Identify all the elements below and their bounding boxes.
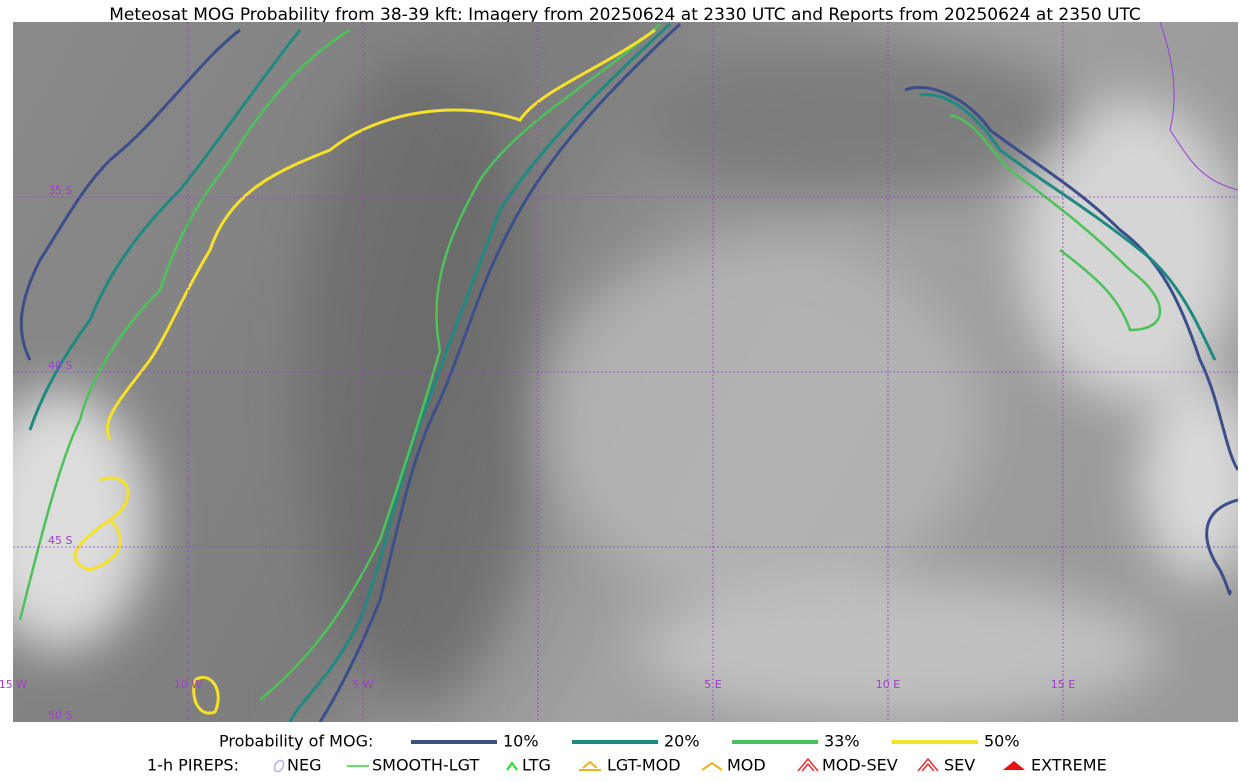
lat-label: 40 S (48, 359, 72, 372)
lon-label: 15 E (1051, 678, 1075, 691)
lat-label: 35 S (48, 184, 72, 197)
legend-entry: MOD (727, 756, 766, 775)
icon-shape (506, 761, 518, 771)
icon-shape (701, 761, 723, 771)
map (13, 22, 1238, 722)
legend-entry: SMOOTH-LGT (372, 756, 479, 775)
lat-label: 50 S (48, 709, 72, 722)
pirep-icon (701, 761, 723, 771)
legend-entry: SEV (944, 756, 975, 775)
pirep-icon (797, 757, 819, 772)
icon-shape (797, 757, 819, 772)
geo-labels: 35 S 40 S 45 S 50 S 15 W 10 W 5 W 5 E 10 E 15 E (0, 184, 1075, 722)
legend-entry: EXTREME (1031, 756, 1107, 775)
icon-shape (1003, 761, 1025, 770)
legend-entry: LTG (522, 756, 551, 775)
graticule (13, 22, 1238, 722)
legend-entry: 20% (664, 732, 700, 751)
pirep-icon (273, 759, 285, 773)
pirep-icon (506, 761, 518, 771)
legend-entry: 33% (824, 732, 860, 751)
pirep-icon (917, 757, 939, 772)
pirep-icon (1003, 761, 1025, 770)
legend-entry: LGT-MOD (607, 756, 681, 775)
legend-label: 1-h PIREPS: (147, 756, 239, 775)
legend-entry: NEG (287, 756, 321, 775)
pirep-icon (579, 760, 601, 771)
legend-label: Probability of MOG: (219, 732, 373, 751)
icon-shape (273, 759, 285, 773)
legend-entry: 50% (984, 732, 1020, 751)
title: Meteosat MOG Probability from 38-39 kft:… (109, 5, 1141, 25)
lon-label: 10 E (876, 678, 900, 691)
legend-entry: 10% (503, 732, 539, 751)
lon-label: 15 W (0, 678, 27, 691)
lat-label: 45 S (48, 534, 72, 547)
legend-entry: MOD-SEV (822, 756, 898, 775)
lon-label: 10 W (174, 678, 202, 691)
legend: Probability of MOG: 10% 20% 33% 50% 1-h PIREP… (147, 732, 1107, 775)
lon-label: 5 W (352, 678, 373, 691)
icon-shape (917, 757, 939, 772)
icon-shape (579, 760, 601, 771)
lon-label: 5 E (704, 678, 721, 691)
